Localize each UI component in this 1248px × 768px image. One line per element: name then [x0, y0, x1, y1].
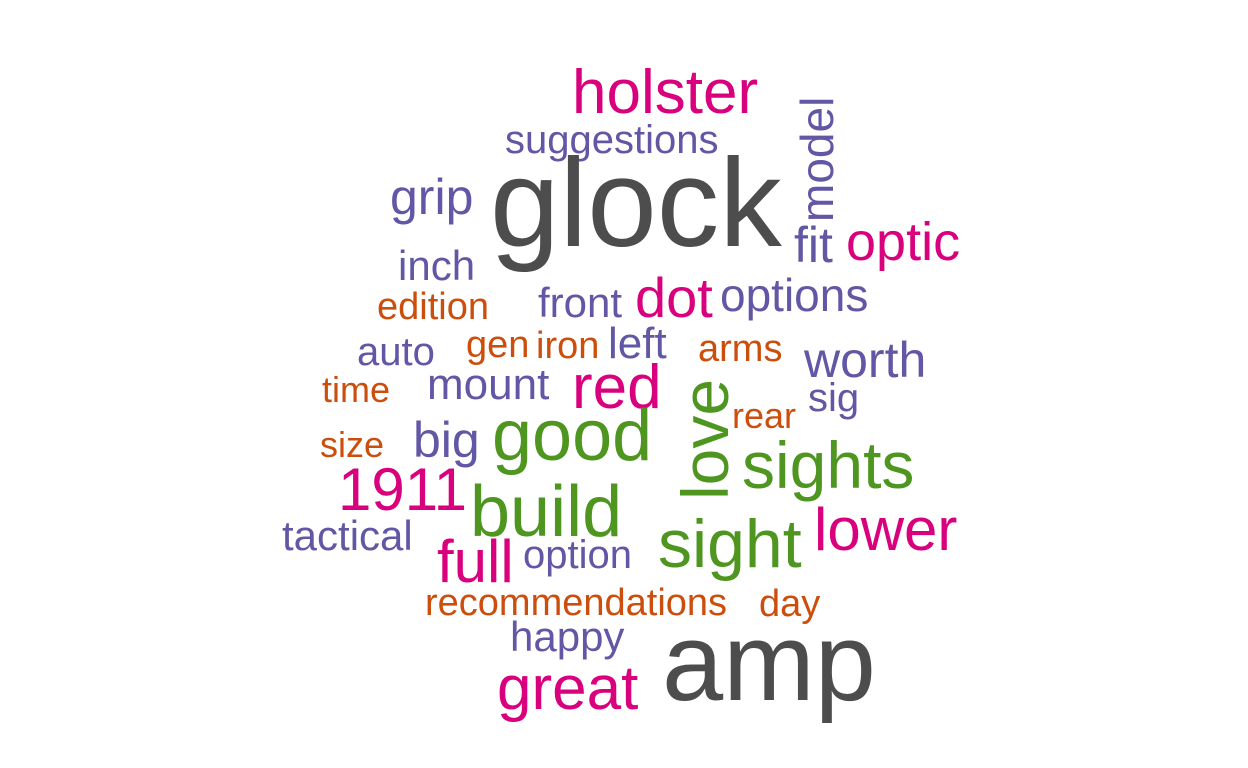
word-sight: sight [658, 506, 802, 582]
word-auto: auto [357, 330, 435, 374]
word-amp: amp [662, 601, 876, 724]
word-sights: sights [742, 428, 915, 502]
word-tactical: tactical [282, 512, 413, 559]
word-grip: grip [390, 169, 474, 225]
word-happy: happy [510, 613, 625, 660]
word-great: great [497, 654, 639, 723]
word-fit: fit [794, 217, 833, 273]
word-mount: mount [427, 360, 550, 409]
word-dot: dot [635, 266, 713, 329]
word-front: front [538, 279, 623, 326]
word-iron: iron [536, 325, 600, 367]
word-love: love [668, 378, 742, 500]
word-size: size [320, 424, 385, 465]
word-edition: edition [377, 286, 489, 328]
word-good: good [492, 396, 653, 476]
word-holster: holster [572, 58, 759, 127]
word-build: build [470, 472, 623, 552]
word-1911: 1911 [338, 456, 468, 523]
word-time: time [322, 369, 391, 410]
word-glock: glock [490, 134, 782, 273]
word-lower: lower [814, 496, 958, 563]
word-sig: sig [808, 376, 860, 420]
word-gen: gen [466, 324, 530, 366]
word-suggestions: suggestions [505, 118, 719, 162]
word-model: model [791, 96, 843, 222]
word-optic: optic [846, 212, 961, 272]
word-day: day [759, 583, 821, 625]
word-recommendations: recommendations [425, 582, 728, 624]
word-options: options [720, 269, 869, 321]
word-option: option [523, 533, 632, 577]
word-inch: inch [398, 242, 476, 289]
word-big: big [413, 412, 480, 468]
word-red: red [572, 353, 662, 422]
word-arms: arms [698, 328, 783, 370]
word-left: left [608, 319, 667, 368]
word-rear: rear [732, 395, 797, 436]
word-worth: worth [804, 332, 927, 388]
word-full: full [437, 528, 514, 595]
